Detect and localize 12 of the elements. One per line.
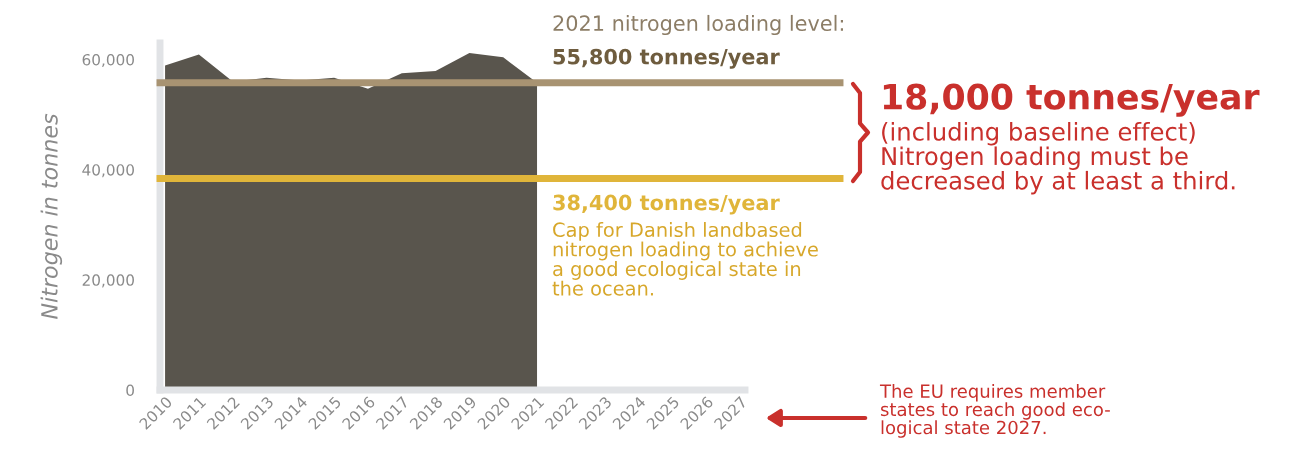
- y-tick-label: 20,000: [82, 274, 134, 288]
- annotation: Cap for Danish landbased nitrogen loading to achieve a good ecological state in the ocean.: [552, 222, 818, 296]
- text: 18,000 tonnes/year: [883, 83, 1260, 117]
- text: 2021 nitrogen loading level:: [553, 14, 843, 36]
- y-tick-label: 40,000: [82, 164, 134, 178]
- ref-line-label: 38,400 tonnes/year: [553, 194, 780, 215]
- text: (including baseline effect) Nitrogen loading must be decreased by at least a third.: [881, 122, 1235, 195]
- y-tick-label: 60,000: [82, 53, 134, 68]
- y-axis-title: Nitrogen in tonnes: [40, 113, 63, 320]
- ref-line-label: 55,800 tonnes/year: [553, 48, 780, 69]
- text: The EU requires member states to reach good eco- logical state 2027.: [879, 384, 1110, 438]
- y-tick-label: 0: [126, 384, 134, 397]
